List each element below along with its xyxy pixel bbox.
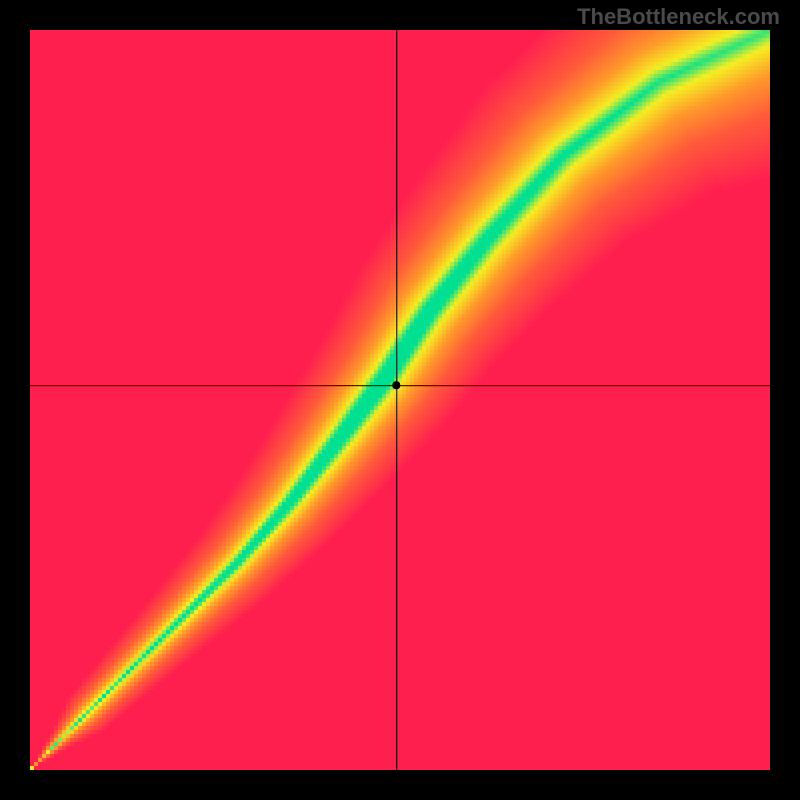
bottleneck-heatmap [0,0,800,800]
chart-container: TheBottleneck.com [0,0,800,800]
attribution-text: TheBottleneck.com [577,4,780,30]
